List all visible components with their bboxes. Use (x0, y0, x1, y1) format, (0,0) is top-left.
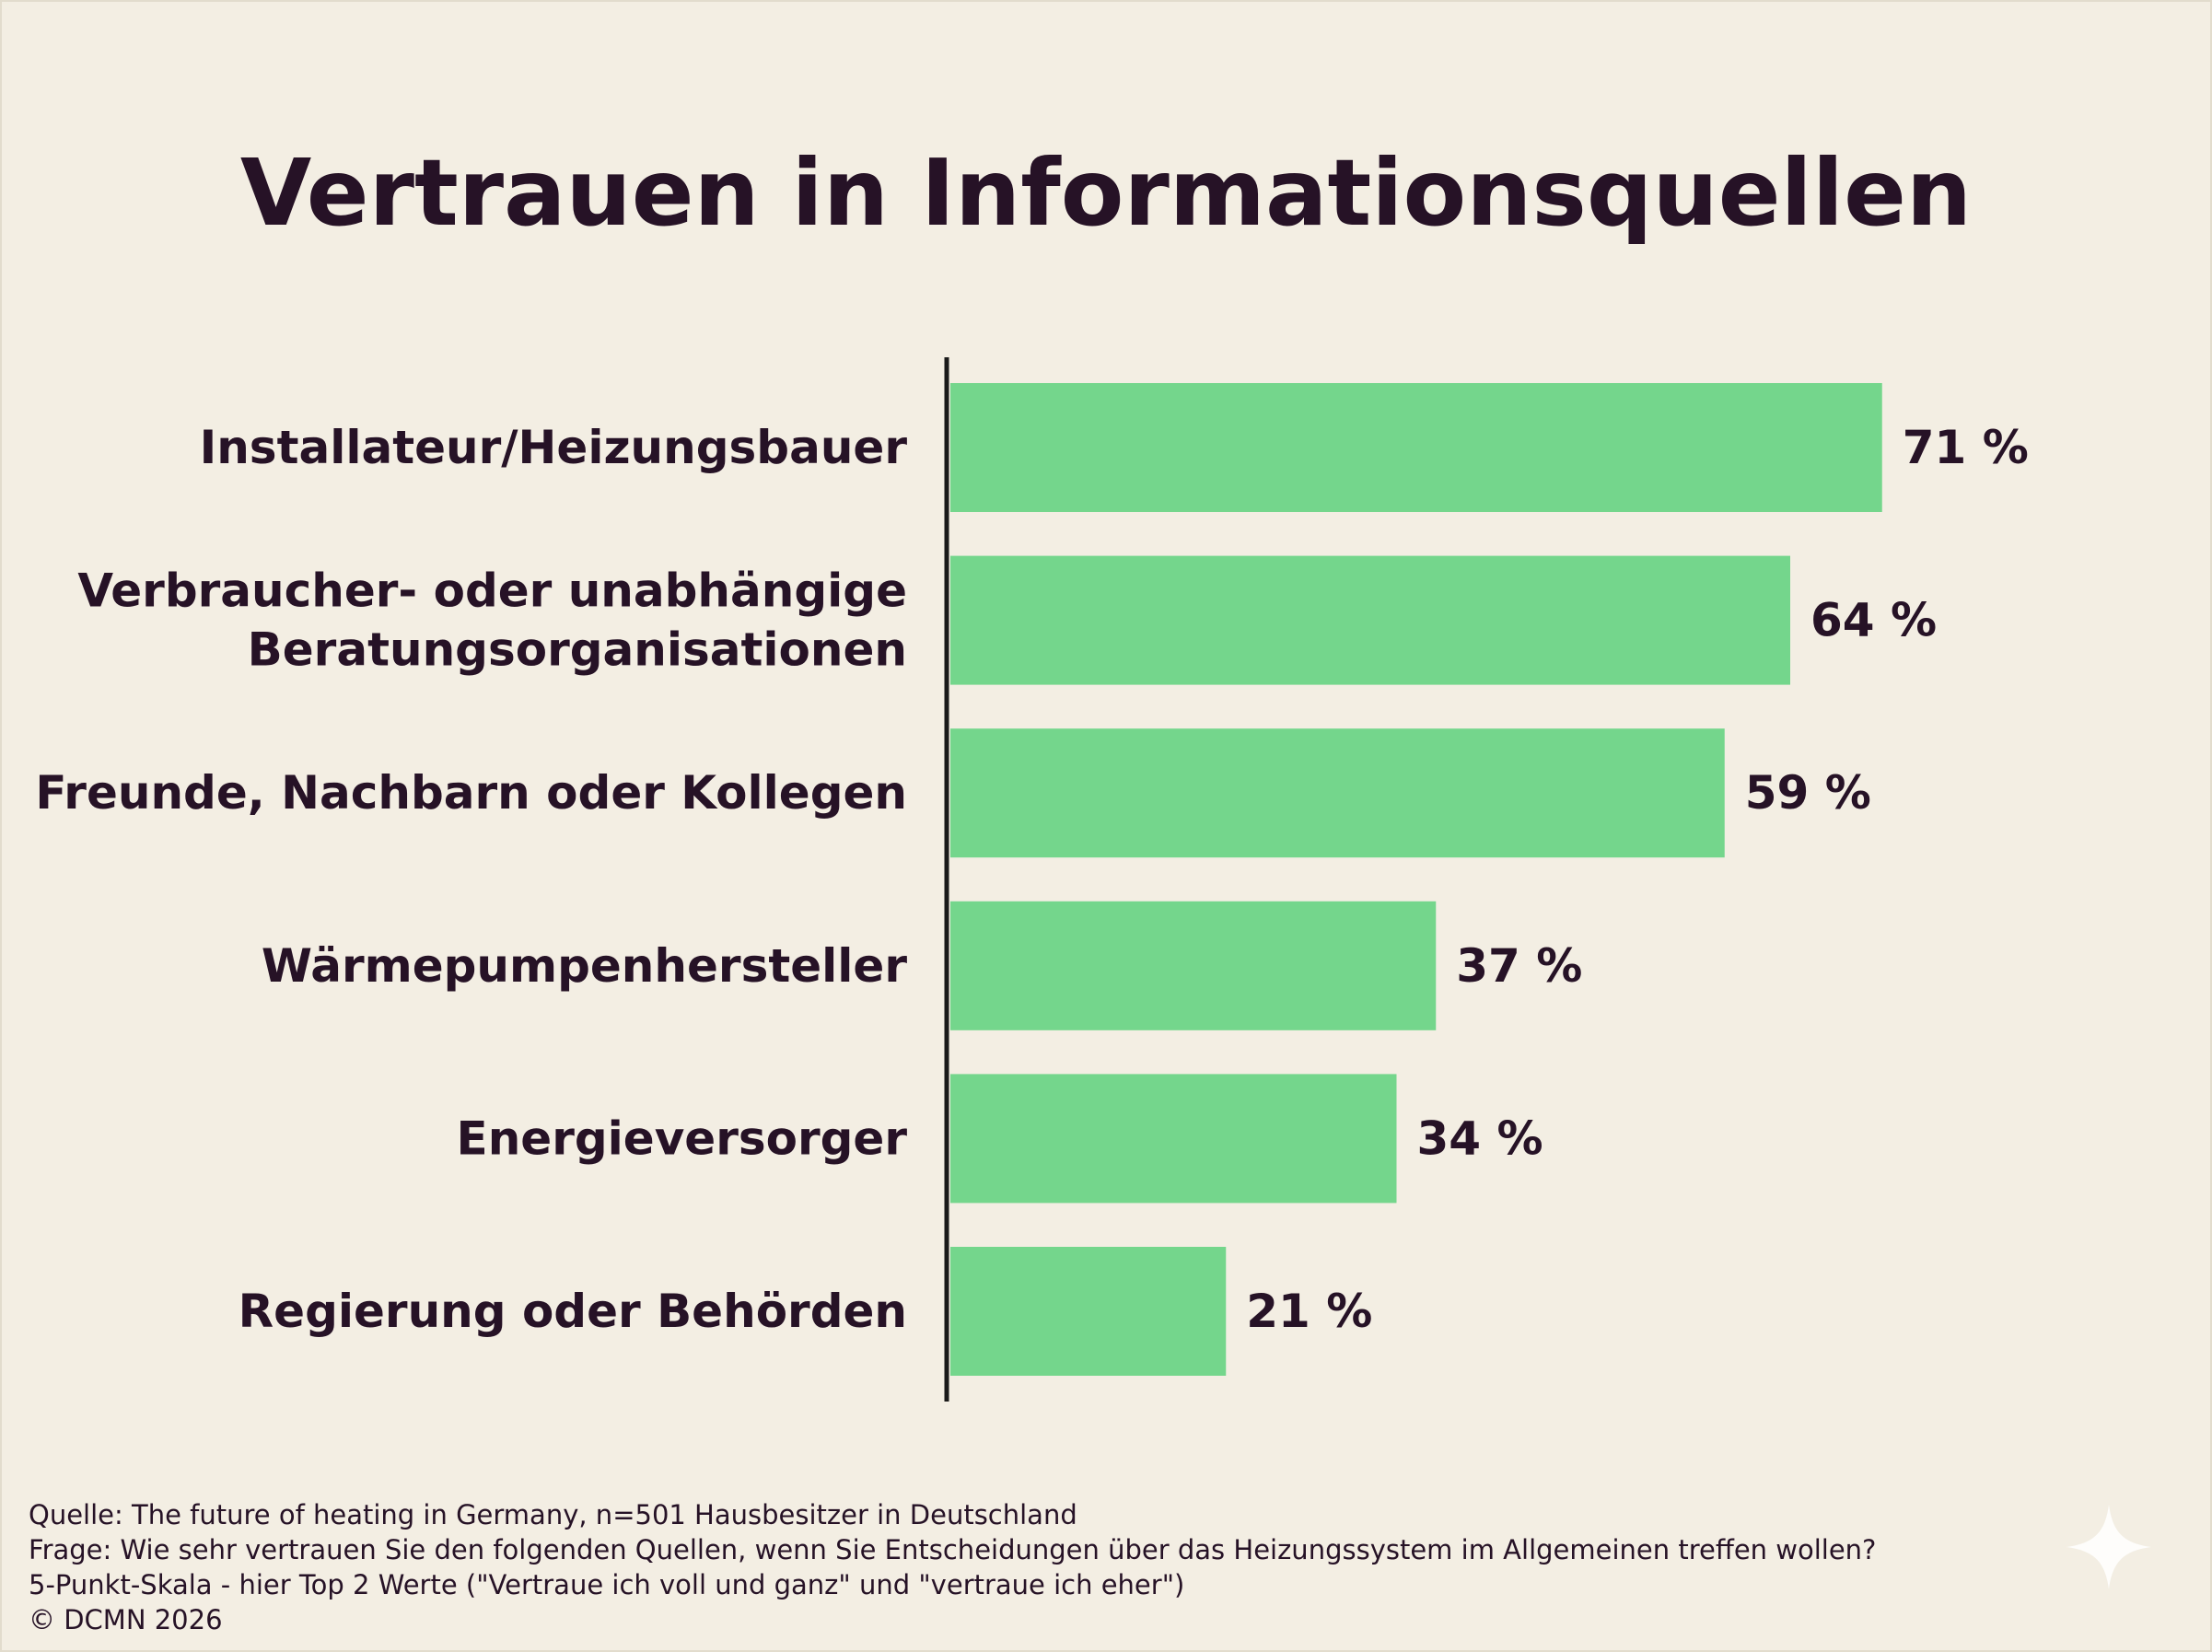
category-label-2: Verbraucher- oder unabhängige Beratungsor… (77, 564, 907, 677)
bar-3 (950, 728, 1725, 858)
value-label-3: 59 % (1745, 766, 1871, 820)
category-label-1: Installateur/Heizungsbauer (200, 421, 908, 474)
value-label-2: 64 % (1810, 594, 1937, 647)
category-label-4: Wärmepumpenhersteller (262, 939, 907, 993)
bar-4 (950, 901, 1437, 1030)
chart-title: Vertrauen in Informationsquellen (239, 139, 1973, 247)
footnote-source: Quelle: The future of heating in Germany… (29, 1499, 1077, 1530)
value-label-4: 37 % (1456, 939, 1582, 993)
value-label-6: 21 % (1246, 1285, 1372, 1338)
bar-5 (950, 1074, 1397, 1204)
footnote: Quelle: The future of heating in Germany… (29, 1497, 1876, 1637)
bars-layer (950, 383, 1882, 1376)
footnote-scale: 5-Punkt-Skala - hier Top 2 Werte ("Vertr… (29, 1569, 1185, 1600)
category-labels: Installateur/Heizungsbauer Verbraucher- o… (35, 421, 907, 1338)
category-label-6: Regierung oder Behörden (239, 1285, 907, 1338)
footnote-copyright: © DCMN 2026 (29, 1604, 223, 1635)
category-label-3: Freunde, Nachbarn oder Kollegen (35, 766, 907, 820)
value-label-5: 34 % (1417, 1111, 1543, 1165)
sparkle-icon (2066, 1505, 2151, 1589)
footnote-question: Frage: Wie sehr vertrauen Sie den folgen… (29, 1534, 1877, 1565)
bar-2 (950, 555, 1790, 685)
value-label-1: 71 % (1903, 421, 2029, 474)
category-label-5: Energieversorger (457, 1111, 908, 1165)
value-labels: 71 % 64 % 59 % 37 % 34 % 21 % (1246, 421, 2029, 1338)
bar-1 (950, 383, 1882, 512)
bar-6 (950, 1247, 1227, 1376)
